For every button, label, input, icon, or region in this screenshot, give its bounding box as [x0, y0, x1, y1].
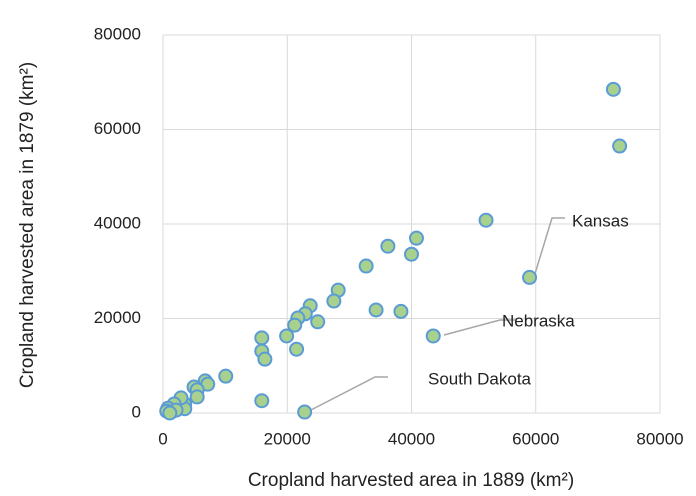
point [612, 138, 628, 154]
point [289, 341, 305, 357]
point [189, 389, 205, 405]
point [254, 393, 270, 409]
x-tick-label: 60000 [512, 429, 559, 448]
point [257, 351, 273, 367]
point [408, 230, 424, 246]
point [368, 302, 384, 318]
y-tick-label: 0 [132, 402, 141, 421]
x-tick-label: 40000 [388, 429, 435, 448]
y-tick-label: 80000 [94, 24, 141, 43]
y-axis-title: Cropland harvested area in 1879 (km²) [17, 62, 38, 388]
x-axis-title: Cropland harvested area in 1889 (km²) [248, 470, 574, 491]
point [380, 238, 396, 254]
point [218, 368, 234, 384]
x-tick-label: 0 [158, 429, 167, 448]
point [287, 317, 303, 333]
y-tick-label: 20000 [94, 308, 141, 327]
annotation: Kansas [572, 211, 629, 230]
leader-line [443, 319, 516, 336]
point [358, 258, 374, 274]
point [162, 405, 178, 421]
point [478, 212, 494, 228]
point [297, 404, 313, 420]
y-tick-label: 60000 [94, 119, 141, 138]
point [326, 293, 342, 309]
x-tick-label: 80000 [636, 429, 683, 448]
point [393, 303, 409, 319]
point [254, 330, 270, 346]
x-tick-label: 20000 [264, 429, 311, 448]
annotation: Nebraska [502, 311, 575, 330]
point [404, 246, 419, 262]
point [310, 314, 326, 330]
point [605, 81, 621, 97]
leader-line [310, 376, 388, 411]
point [425, 328, 441, 344]
annotation: South Dakota [428, 369, 532, 388]
point [522, 269, 538, 285]
point [279, 328, 295, 344]
leader-line [533, 217, 565, 278]
y-tick-label: 40000 [94, 213, 141, 232]
